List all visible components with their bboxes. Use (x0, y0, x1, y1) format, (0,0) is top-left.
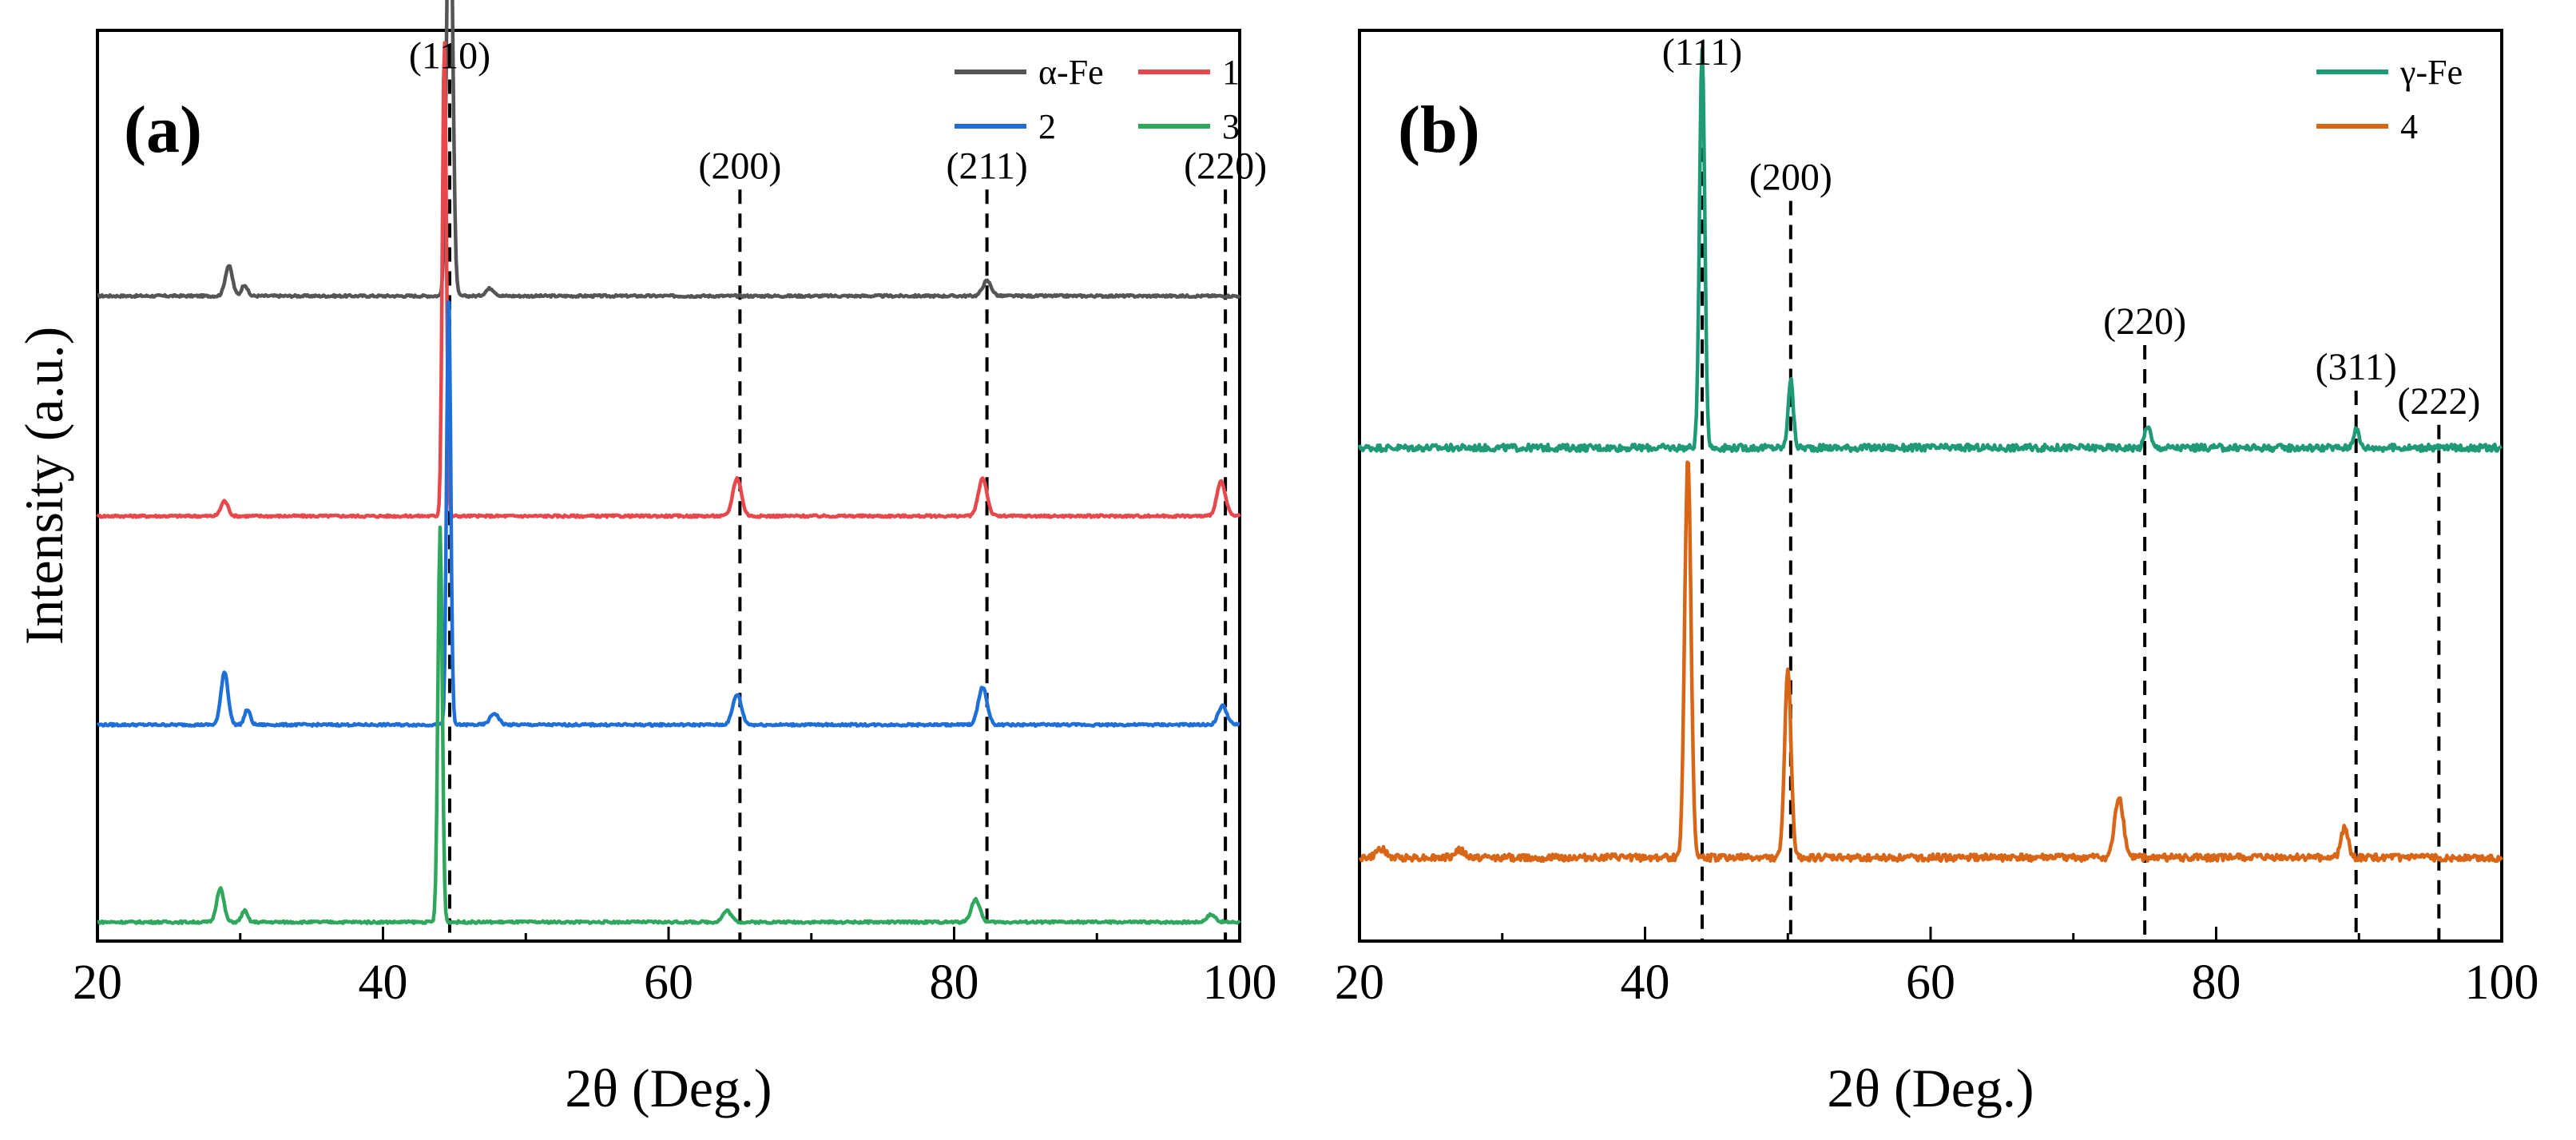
x-tick-label: 80 (930, 955, 979, 1010)
x-tick-label: 20 (73, 955, 122, 1010)
peak-label: (222) (2397, 380, 2480, 423)
legend-label: 3 (1222, 107, 1240, 146)
panel-b: 20 40 60 80 100 (111) (200) (220) (311)(222) (b… (1335, 29, 2539, 1118)
legend-b: γ-Fe 4 (2316, 53, 2463, 146)
peak-label: (220) (1184, 145, 1267, 187)
x-tick-label: 80 (2192, 955, 2241, 1010)
legend-label: 1 (1222, 53, 1240, 92)
panel-label-b: (b) (1398, 93, 1480, 167)
x-axis-label-b: 2θ (Deg.) (1827, 1058, 2034, 1118)
reference-lines-b (1701, 75, 2441, 941)
series-trace-α-Fe (97, 0, 1241, 300)
x-ticks-a: 20 40 60 80 100 (73, 927, 1277, 1010)
panel-label-a: (a) (124, 93, 202, 167)
peak-labels-b: (111) (200) (220) (311)(222) (1662, 31, 2481, 423)
x-ticks-b: 20 40 60 80 100 (1335, 927, 2539, 1010)
peak-labels-a: (110) (200) (211) (220) (409, 35, 1267, 188)
peak-label: (200) (698, 145, 781, 187)
x-tick-label: 60 (644, 955, 693, 1010)
x-tick-label: 40 (359, 955, 408, 1010)
traces-b (1357, 46, 2503, 864)
traces-a (96, 0, 1241, 925)
y-axis-label: Intensity (a.u.) (14, 327, 74, 645)
legend-label: 4 (2400, 107, 2418, 146)
peak-label: (311) (2316, 346, 2397, 388)
peak-label: (111) (1662, 31, 1742, 73)
legend-label: 2 (1038, 107, 1056, 146)
peak-label: (211) (947, 145, 1028, 187)
series-trace-3 (97, 525, 1241, 925)
x-tick-label: 100 (2465, 955, 2539, 1010)
x-axis-label-a: 2θ (Deg.) (565, 1058, 772, 1118)
series-trace-1 (96, 41, 1241, 519)
series-trace-γ-Fe (1357, 46, 2503, 453)
peak-label: (200) (1749, 157, 1832, 199)
x-tick-label: 60 (1906, 955, 1955, 1010)
legend-label: γ-Fe (2399, 53, 2463, 92)
plot-frame-b (1358, 29, 2503, 943)
panel-a: 20 40 60 80 100 (110) (200) (211) (220) (a) 2θ … (14, 0, 1277, 1118)
x-tick-label: 40 (1621, 955, 1670, 1010)
peak-label: (220) (2103, 300, 2186, 343)
legend-a: α-Fe 1 2 3 (955, 53, 1240, 146)
x-tick-label: 20 (1335, 955, 1384, 1010)
series-trace-2 (96, 300, 1240, 728)
x-tick-label: 100 (1203, 955, 1277, 1010)
series-trace-4 (1358, 460, 2503, 864)
legend-label: α-Fe (1038, 53, 1104, 92)
plot-frame-a (96, 29, 1241, 943)
reference-lines-a (447, 79, 1228, 941)
peak-label: (110) (409, 35, 490, 77)
